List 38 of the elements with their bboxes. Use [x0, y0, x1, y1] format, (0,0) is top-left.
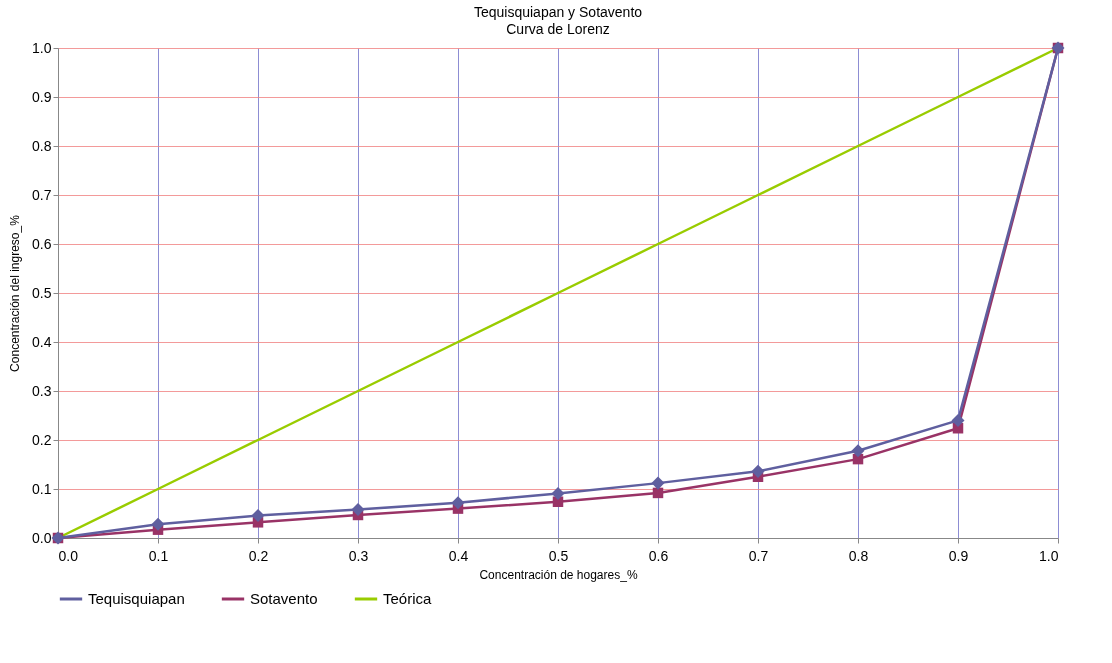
x-tick-label: 0.6: [648, 547, 669, 564]
x-tick-label: 1.0: [1039, 547, 1059, 564]
x-tick-label: 0.0: [58, 547, 79, 564]
y-tick-label: 1.0: [32, 39, 52, 56]
chart-title: Tequisquiapan y Sotavento: [473, 4, 643, 20]
point: [651, 476, 665, 490]
point: [851, 444, 865, 458]
x-tick-label: 0.5: [548, 547, 569, 564]
y-tick-label: 0.6: [32, 235, 52, 252]
legend-label: Teórica: [383, 590, 433, 607]
point: [451, 496, 465, 510]
y-tick-label: 0.2: [32, 431, 52, 448]
legend-label: Tequisquiapan: [88, 590, 185, 607]
point: [551, 486, 565, 500]
point: [951, 413, 965, 427]
point: [251, 508, 265, 522]
x-axis-title: Concentración de hogares_%: [479, 567, 638, 582]
x-tick-label: 0.4: [448, 547, 469, 564]
y-tick-label: 0.1: [32, 480, 52, 497]
y-tick-label: 0.7: [32, 186, 52, 203]
point: [351, 503, 365, 517]
x-tick-label: 0.9: [948, 547, 969, 564]
point: [151, 517, 165, 531]
y-tick-label: 0.9: [32, 88, 52, 105]
legend-label: Sotavento: [250, 590, 318, 607]
x-tick-label: 0.8: [848, 547, 869, 564]
y-tick-label: 0.3: [32, 382, 52, 399]
x-tick-label: 0.1: [148, 547, 169, 564]
y-tick-label: 0.4: [32, 333, 52, 350]
x-tick-label: 0.3: [348, 547, 369, 564]
chart-subtitle: Curva de Lorenz: [506, 21, 610, 37]
y-axis-title: Concentración del ingreso_%: [8, 214, 23, 372]
y-tick-label: 0.0: [32, 529, 52, 546]
x-tick-label: 0.2: [248, 547, 269, 564]
x-tick-label: 0.7: [748, 547, 769, 564]
y-tick-label: 0.5: [32, 284, 52, 301]
point: [751, 464, 765, 478]
y-tick-label: 0.8: [32, 137, 52, 154]
